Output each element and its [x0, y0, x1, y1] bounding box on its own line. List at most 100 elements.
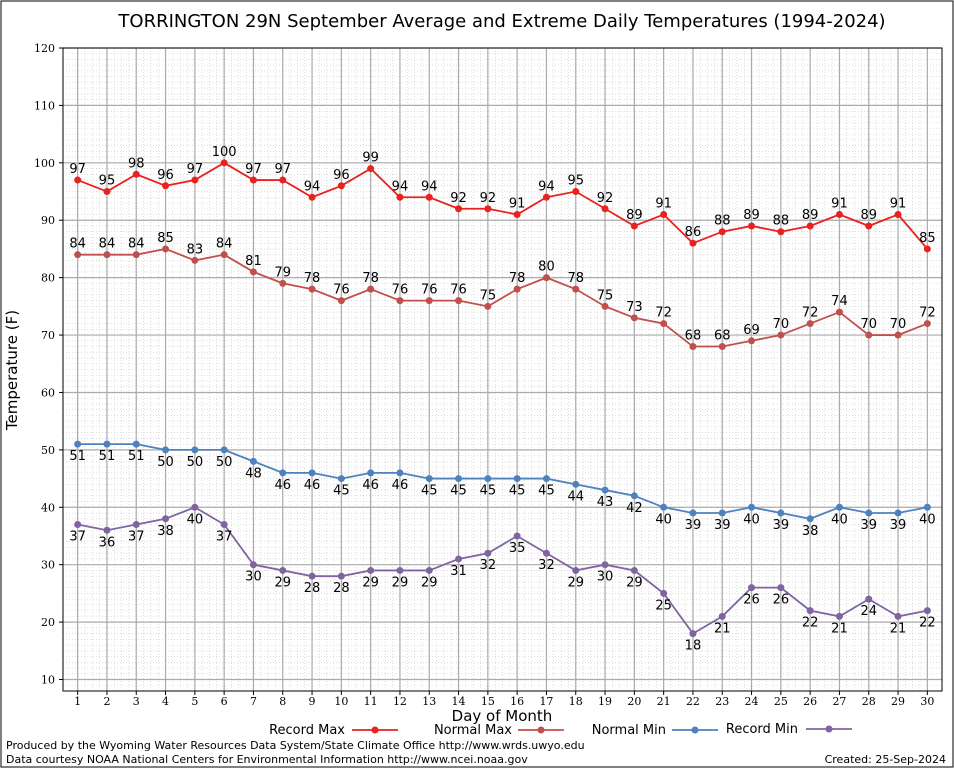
data-point-record-min [513, 532, 521, 540]
series-line-normal-max [77, 248, 928, 348]
data-point-record-max [484, 205, 492, 213]
data-label-normal-min: 42 [626, 501, 643, 516]
data-label-normal-max: 75 [480, 288, 497, 303]
data-point-record-max [894, 210, 902, 218]
data-point-normal-max [279, 279, 287, 287]
data-point-normal-min [513, 475, 521, 483]
data-label-record-min: 38 [157, 524, 174, 539]
data-point-normal-max [718, 343, 726, 351]
data-label-record-max: 92 [450, 191, 467, 206]
data-label-normal-min: 40 [831, 512, 848, 527]
data-label-normal-max: 84 [69, 237, 86, 252]
data-point-normal-min [337, 475, 345, 483]
data-label-normal-min: 45 [450, 484, 467, 499]
x-tick-label: 27 [832, 695, 846, 708]
data-label-normal-max: 84 [216, 237, 233, 252]
data-point-record-min [601, 561, 609, 569]
legend-label-record-max: Record Max [269, 723, 345, 738]
data-label-normal-max: 78 [509, 271, 526, 286]
data-label-normal-max: 70 [773, 317, 790, 332]
data-point-normal-min [806, 515, 814, 523]
legend-marker-record-min [825, 725, 833, 733]
data-label-record-min: 22 [802, 616, 819, 631]
data-point-normal-min [777, 509, 785, 517]
data-point-normal-min [162, 446, 170, 454]
data-label-record-min: 21 [831, 621, 848, 636]
data-point-record-min [572, 566, 580, 574]
data-label-record-max: 94 [421, 179, 438, 194]
data-label-record-max: 89 [626, 208, 643, 223]
data-label-record-max: 96 [333, 168, 350, 183]
data-label-record-min: 21 [714, 621, 731, 636]
data-point-record-min [396, 566, 404, 574]
data-label-record-max: 94 [538, 179, 555, 194]
data-point-record-max [132, 170, 140, 178]
data-label-normal-max: 85 [157, 231, 174, 246]
x-tick-label: 23 [715, 695, 729, 708]
data-point-record-min [718, 612, 726, 620]
data-point-record-min [484, 549, 492, 557]
data-label-record-max: 94 [392, 179, 409, 194]
data-label-normal-min: 46 [392, 478, 409, 493]
data-label-record-min: 29 [626, 575, 643, 590]
x-tick-label: 14 [452, 695, 466, 708]
data-point-record-max [513, 210, 521, 218]
data-label-record-min: 26 [743, 593, 760, 608]
data-label-record-max: 85 [919, 231, 936, 246]
data-label-normal-min: 46 [304, 478, 321, 493]
data-label-record-min: 31 [450, 564, 467, 579]
data-label-normal-max: 78 [567, 271, 584, 286]
x-tick-label: 29 [891, 695, 905, 708]
data-label-normal-min: 45 [421, 484, 438, 499]
data-label-record-min: 29 [362, 575, 379, 590]
data-point-normal-max [865, 331, 873, 339]
data-label-normal-min: 45 [509, 484, 526, 499]
data-point-record-max [806, 222, 814, 230]
data-label-normal-max: 80 [538, 260, 555, 275]
data-label-normal-max: 72 [919, 306, 936, 321]
data-point-record-max [718, 228, 726, 236]
data-point-record-min [806, 607, 814, 615]
data-label-normal-max: 68 [714, 329, 731, 344]
data-point-normal-min [220, 446, 228, 454]
x-tick-label: 5 [191, 695, 198, 708]
x-tick-label: 25 [774, 695, 788, 708]
data-point-normal-max [337, 297, 345, 305]
data-label-record-min: 30 [245, 570, 262, 585]
x-tick-label: 4 [162, 695, 169, 708]
data-point-record-min [923, 607, 931, 615]
data-label-record-max: 97 [245, 162, 262, 177]
data-point-normal-max [777, 331, 785, 339]
data-label-normal-max: 78 [304, 271, 321, 286]
data-label-record-min: 29 [274, 575, 291, 590]
x-tick-label: 7 [250, 695, 257, 708]
data-label-normal-max: 72 [802, 306, 819, 321]
data-label-record-max: 89 [802, 208, 819, 223]
data-point-normal-max [572, 285, 580, 293]
data-point-normal-min [572, 480, 580, 488]
data-point-record-min [455, 555, 463, 563]
data-label-record-min: 21 [890, 621, 907, 636]
data-label-record-min: 29 [421, 575, 438, 590]
x-tick-label: 15 [481, 695, 495, 708]
series-line-record-min [77, 506, 928, 635]
x-tick-label: 17 [539, 695, 553, 708]
footer-produced-by: Produced by the Wyoming Water Resources … [6, 739, 585, 752]
data-point-normal-min [132, 440, 140, 448]
data-label-normal-min: 50 [157, 455, 174, 470]
data-label-record-max: 92 [597, 191, 614, 206]
plot-frame [62, 47, 943, 692]
data-point-record-max [777, 228, 785, 236]
data-point-record-max [337, 182, 345, 190]
data-point-record-min [894, 612, 902, 620]
data-point-normal-max [748, 337, 756, 345]
data-point-normal-min [660, 503, 668, 511]
data-point-normal-min [367, 469, 375, 477]
legend-label-normal-min: Normal Min [592, 723, 666, 738]
data-point-normal-max [835, 308, 843, 316]
data-label-normal-max: 70 [860, 317, 877, 332]
data-label-normal-max: 74 [831, 294, 848, 309]
data-label-normal-min: 45 [333, 484, 350, 499]
legend-item-record-min: Record Min [726, 722, 852, 737]
